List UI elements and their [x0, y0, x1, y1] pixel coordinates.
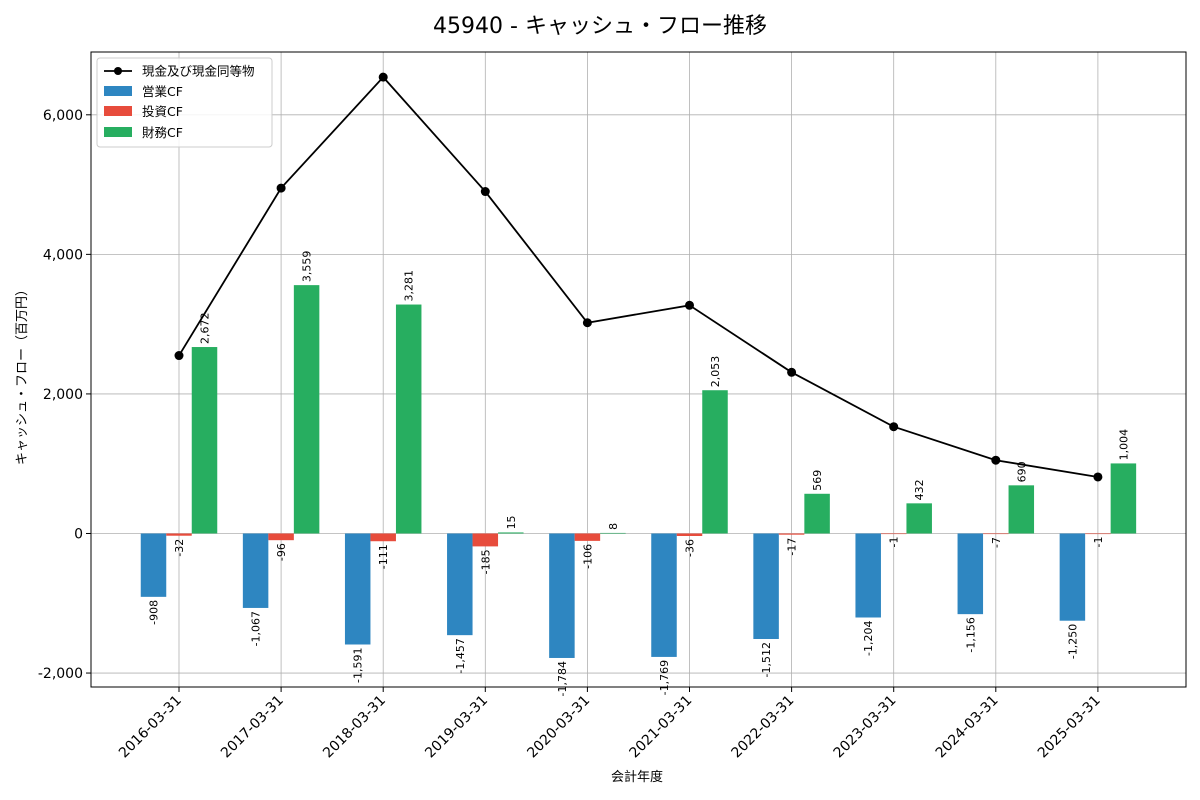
bar-value-label: -36	[684, 539, 697, 557]
bar-investing	[983, 533, 1009, 535]
cash-line-marker	[889, 422, 899, 432]
bar-value-label: -1,769	[658, 660, 671, 695]
bar-value-label: -1,067	[250, 611, 263, 646]
bar-value-label: 8	[607, 523, 620, 530]
bar-operating	[447, 533, 473, 636]
bar-value-label: -1,204	[862, 620, 875, 655]
bar-value-label: 3,559	[301, 251, 314, 283]
bar-value-label: -1	[1092, 537, 1105, 548]
bar-value-label: 690	[1015, 461, 1028, 482]
bar-financing	[1008, 485, 1035, 534]
bar-investing	[778, 533, 805, 535]
bar-value-label: -111	[377, 544, 390, 569]
bar-operating	[651, 533, 677, 657]
bar-value-label: -7	[990, 537, 1003, 548]
bar-value-label: -1,591	[352, 648, 365, 683]
legend: 現金及び現金同等物 営業CF 投資CF 財務CF	[96, 57, 273, 148]
cash-line-marker	[378, 72, 388, 82]
legend-swatch-investing	[104, 106, 132, 116]
bar-investing	[880, 533, 907, 535]
y-tick-label: 6,000	[43, 108, 83, 124]
legend-label-financing: 財務CF	[142, 125, 183, 140]
bar-value-label: 1,004	[1117, 429, 1130, 461]
y-tick-label: -2,000	[38, 666, 83, 682]
bar-value-label: -185	[479, 549, 492, 574]
chart-title: 45940 - キャッシュ・フロー推移	[433, 14, 767, 39]
bar-investing	[268, 533, 294, 541]
cash-line-marker	[276, 183, 286, 193]
bar-operating	[242, 533, 269, 608]
y-axis-label: キャッシュ・フロー（百万円）	[15, 283, 30, 465]
bar-value-label: -1,457	[454, 638, 467, 673]
bar-financing	[906, 503, 932, 534]
legend-marker-swatch	[114, 67, 122, 75]
bars	[140, 285, 1137, 658]
bar-operating	[1059, 533, 1086, 621]
y-tick-label: 4,000	[43, 247, 83, 263]
bar-financing	[1110, 463, 1137, 534]
legend-swatch-financing	[104, 127, 132, 137]
bar-financing	[804, 493, 830, 534]
legend-box	[96, 57, 273, 148]
bar-operating	[957, 533, 984, 615]
cash-line-marker	[174, 351, 184, 361]
cash-line-marker	[480, 187, 490, 197]
bar-investing	[370, 533, 396, 542]
plot-area-frame	[90, 51, 1187, 688]
y-tick-label: 0	[74, 526, 83, 542]
bar-financing	[498, 532, 524, 534]
bar-value-label: 569	[811, 470, 824, 491]
bar-value-label: -106	[581, 544, 594, 569]
cash-line-path	[178, 75, 1099, 478]
bar-financing	[600, 532, 626, 534]
bar-value-label: -1,512	[760, 642, 773, 677]
cash-line-marker	[991, 455, 1001, 465]
bar-operating	[344, 533, 371, 645]
cash-line-marker	[685, 300, 694, 310]
bar-operating	[549, 533, 575, 658]
bar-value-label: -1,784	[556, 661, 569, 696]
bar-value-label: 2,672	[199, 313, 212, 345]
bar-value-label: -32	[173, 539, 186, 557]
legend-swatch-operating	[104, 86, 132, 96]
x-axis-label: 会計年度	[611, 769, 663, 785]
grid	[91, 52, 1186, 687]
bar-investing	[1085, 533, 1111, 535]
bar-investing	[472, 533, 499, 547]
bar-value-label: 2,053	[709, 356, 722, 388]
bar-investing	[676, 533, 703, 536]
bar-investing	[574, 533, 601, 541]
bar-financing	[293, 285, 320, 534]
bar-value-label: -1,250	[1066, 624, 1079, 659]
bar-operating	[855, 533, 881, 618]
bar-operating	[753, 533, 779, 639]
bar-financing	[395, 304, 422, 534]
bar-value-label: 3,281	[403, 270, 416, 302]
bar-operating	[140, 533, 167, 597]
bar-financing	[702, 390, 728, 534]
bar-value-label: -17	[786, 538, 799, 556]
cash-line-marker	[582, 318, 592, 328]
y-axis-ticks: -2,000 0 2,000 4,000 6,000	[38, 108, 91, 682]
legend-label-cash: 現金及び現金同等物	[142, 64, 255, 79]
bar-value-label: -908	[148, 600, 161, 625]
bar-value-label: -1	[888, 537, 901, 548]
bar-value-label: 432	[913, 479, 926, 500]
bar-value-label: -1,156	[964, 617, 977, 652]
bar-value-label: -96	[275, 543, 288, 561]
legend-label-operating: 営業CF	[142, 84, 183, 99]
bar-value-label: 15	[505, 515, 518, 529]
bar-financing	[191, 347, 218, 534]
bar-investing	[166, 533, 192, 536]
data-labels: -908 -1,067 -1,591 -1,457 -1,784 -1,769 -1,512…	[148, 251, 1131, 697]
legend-label-investing: 投資CF	[142, 104, 183, 119]
cash-line	[174, 72, 1103, 482]
y-tick-label: 2,000	[43, 387, 83, 403]
cash-line-marker	[787, 367, 797, 377]
cash-line-marker	[1093, 472, 1103, 482]
